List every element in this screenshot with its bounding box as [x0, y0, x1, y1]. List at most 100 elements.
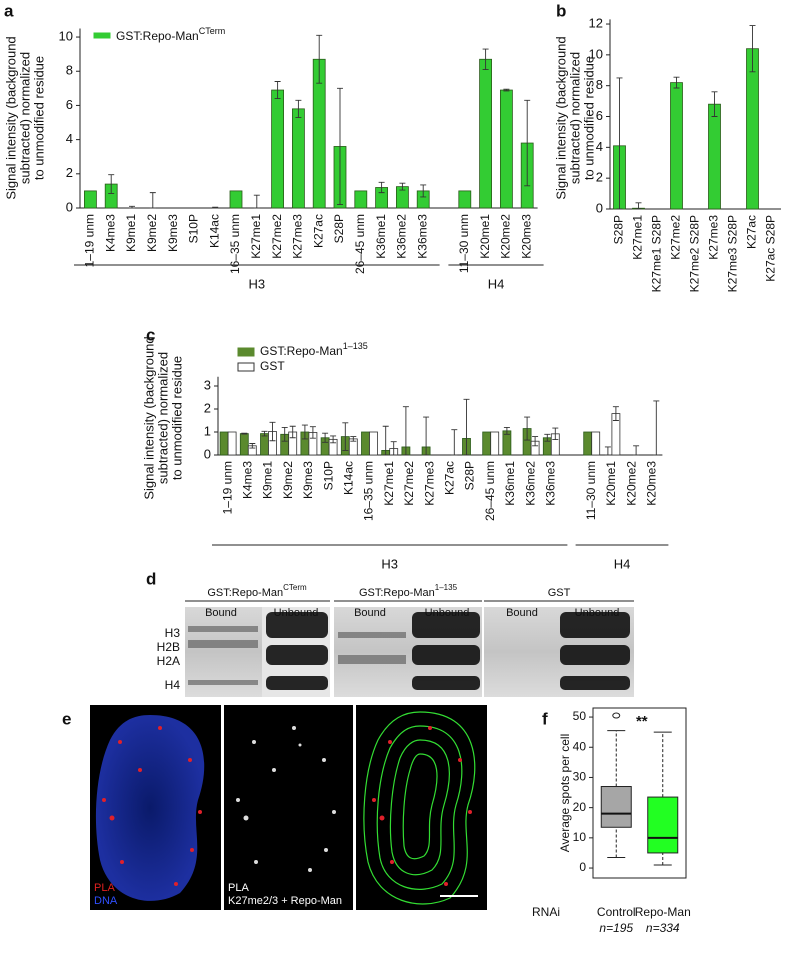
panel-letter: e	[62, 709, 71, 728]
channel-label: PLA	[94, 882, 115, 894]
microscopy: PLA DNA PLA K27me2/3 + Repo-Man	[90, 705, 487, 910]
bar	[499, 89, 513, 209]
y-tick-label: 8	[66, 63, 73, 78]
bar	[708, 103, 721, 210]
lane-label: Bound	[205, 607, 237, 619]
error-bar	[322, 432, 329, 443]
x-tick-label: K27me3 S28P	[726, 215, 740, 292]
bar	[291, 108, 305, 209]
error-bar	[673, 76, 680, 89]
label-text: GST:Repo-Man	[116, 29, 199, 43]
bar	[482, 431, 492, 456]
x-tick-label: K27me1	[382, 461, 396, 506]
bar	[583, 431, 593, 456]
error-bar	[249, 443, 256, 449]
panel-letter: c	[146, 325, 155, 344]
histone-label: H4	[165, 678, 181, 692]
label-text: GST	[548, 587, 571, 599]
error-bar	[350, 436, 357, 442]
panel-letter: f	[542, 709, 548, 728]
error-bar	[503, 88, 510, 92]
y-tick-label: 0	[579, 860, 586, 874]
annotation: **	[636, 713, 648, 730]
y-tick-label: 30	[573, 770, 587, 784]
legend-swatch	[237, 362, 255, 372]
error-bar	[653, 400, 660, 456]
error-bar	[337, 87, 343, 206]
gel-bands-faint	[188, 626, 406, 685]
x-tick-label: S10P	[321, 461, 335, 490]
y-tick-label: 40	[573, 739, 587, 753]
image-panel	[224, 705, 353, 910]
error-bar	[316, 34, 323, 84]
x-tick-label: 26–45 unm	[353, 214, 367, 274]
x-tick-label: S28P	[463, 461, 477, 490]
y-tick-label: 2	[204, 400, 211, 415]
x-tick-label: K4me3	[240, 461, 254, 499]
n-label: n=195	[599, 921, 633, 935]
y-tick-label: 50	[573, 709, 587, 723]
x-tick-label: K27ac	[745, 215, 759, 249]
y-axis-label: Signal intensity (background	[3, 36, 18, 199]
lane-label: Bound	[506, 607, 538, 619]
error-bar	[420, 184, 427, 198]
x-tick-label: S28P	[332, 214, 346, 243]
x-tick-label: K20me1	[478, 214, 492, 259]
x-tick-label: K27me2	[270, 214, 284, 259]
x-tick-label: S28P	[612, 215, 626, 244]
x-tick-label: K9me3	[166, 214, 180, 252]
label-text: GST:Repo-Man	[359, 587, 435, 599]
contours	[363, 711, 476, 905]
label: GST:Repo-Man1–135	[260, 341, 368, 358]
error-bar	[633, 445, 640, 456]
x-tick-label: K36me1	[503, 461, 517, 506]
gel-bands	[266, 612, 630, 690]
label-superscript: CTerm	[199, 26, 226, 36]
bar	[458, 190, 472, 209]
n-label: n=334	[646, 921, 680, 935]
x-tick-label: S10P	[187, 214, 201, 243]
error-bar	[301, 424, 308, 440]
y-tick-label: 8	[596, 77, 603, 92]
x-tick-label: Control	[597, 905, 636, 919]
error-bar	[399, 182, 406, 191]
x-tick-label: K36me3	[415, 214, 429, 259]
group-label: H3	[248, 276, 265, 291]
x-tick-label: K36me2	[523, 461, 537, 506]
x-tick-label: 1–19 unm	[220, 461, 234, 514]
x-tick-label: K27me1	[249, 214, 263, 259]
x-tick-label: K20me2	[624, 461, 638, 506]
error-bar	[482, 48, 489, 70]
error-bar	[524, 416, 531, 441]
y-axis-label: to unmodified residue	[31, 56, 46, 180]
x-tick-label: K20me2	[499, 214, 513, 259]
y-tick-label: 6	[66, 97, 73, 112]
error-bar	[295, 99, 302, 118]
y-axis-label: subtracted) normalized	[567, 52, 582, 184]
pla-spots	[372, 726, 472, 886]
y-axis-label: subtracted) normalized	[17, 52, 32, 184]
bar	[369, 431, 378, 456]
group-label: H4	[614, 556, 631, 571]
group-label: H3	[381, 556, 398, 571]
x-tick-label: K20me1	[604, 461, 618, 506]
panel-letter: b	[556, 1, 566, 20]
pla-spots	[102, 726, 202, 886]
y-axis-label: subtracted) normalized	[155, 352, 170, 484]
bar	[490, 431, 500, 456]
y-tick-label: 10	[589, 46, 603, 61]
histone-label: H3	[165, 626, 181, 640]
x-tick-label: 11–30 unm	[457, 214, 471, 273]
error-bar	[711, 91, 718, 117]
bar	[271, 89, 285, 209]
error-bar	[212, 206, 219, 209]
bar	[746, 48, 759, 210]
y-tick-label: 0	[596, 200, 603, 215]
error-bar	[382, 425, 389, 456]
x-tick-label: K9me1	[124, 214, 138, 252]
x-tick-label: K27me3	[422, 461, 436, 506]
x-tick-label: K20me3	[519, 214, 533, 259]
y-tick-label: 2	[596, 170, 603, 185]
y-axis-label: Signal intensity (background	[553, 36, 568, 199]
